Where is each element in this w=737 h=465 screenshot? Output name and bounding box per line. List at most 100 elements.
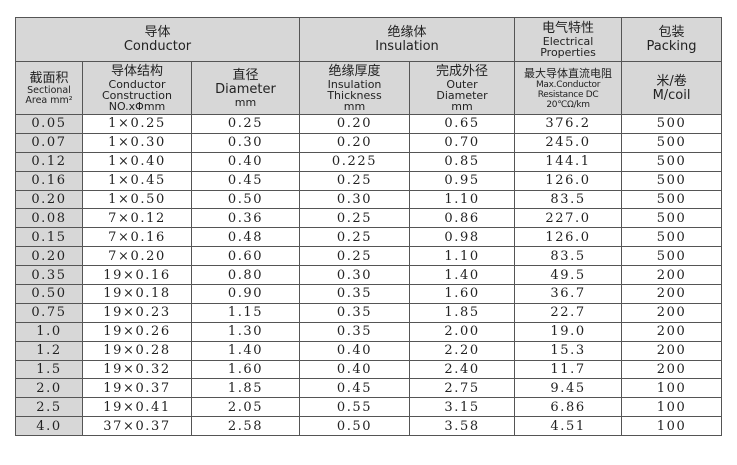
per-coil-cell: 500	[621, 189, 723, 210]
thickness-cell: 0.20	[299, 132, 411, 153]
outer-diameter-header: 完成外径 Outer Diameter mm	[409, 61, 516, 115]
thickness-cell: 0.35	[299, 302, 411, 323]
thickness-cell: 0.30	[299, 189, 411, 210]
per-coil-cell: 100	[621, 416, 723, 437]
thickness-cell: 0.45	[299, 378, 411, 399]
table-row: 0.12 1×0.40 0.40 0.225 0.85 144.1 500	[15, 151, 723, 172]
thickness-cell: 0.25	[299, 246, 411, 267]
diameter-cell: 0.60	[190, 246, 301, 267]
table-row: 0.05 1×0.25 0.25 0.20 0.65 376.2 500	[15, 114, 723, 134]
thickness-cell: 0.55	[299, 397, 411, 418]
packing-group-header: 包装 Packing	[621, 17, 723, 62]
diameter-en1: Diameter	[215, 82, 276, 97]
thickness-cell: 0.30	[299, 265, 411, 286]
construction-cell: 19×0.32	[82, 359, 192, 380]
construction-cell: 1×0.25	[82, 114, 192, 134]
per-coil-en: M/coil	[652, 87, 691, 103]
table-row: 0.20 7×0.20 0.60 0.25 1.10 83.5 500	[15, 246, 723, 267]
electrical-header-en2: Properties	[540, 46, 596, 59]
thickness-cell: 0.25	[299, 227, 411, 248]
construction-cell: 19×0.41	[82, 397, 192, 418]
thickness-cell: 0.225	[299, 151, 411, 172]
outer-diameter-en1: Outer	[446, 78, 478, 91]
diameter-cell: 2.05	[190, 397, 301, 418]
outer-diameter-cell: 2.20	[409, 340, 516, 361]
table-row: 0.16 1×0.45 0.45 0.25 0.95 126.0 500	[15, 170, 723, 191]
diameter-cell: 0.30	[190, 132, 301, 153]
per-coil-cell: 500	[621, 114, 723, 134]
thickness-cell: 0.20	[299, 114, 411, 134]
per-coil-cell: 500	[621, 246, 723, 267]
table-row: 0.35 19×0.16 0.80 0.30 1.40 49.5 200	[15, 265, 723, 286]
construction-cell: 19×0.28	[82, 340, 192, 361]
sectional-area-cell: 2.0	[15, 378, 83, 399]
table-row: 0.50 19×0.18 0.90 0.35 1.60 36.7 200	[15, 284, 723, 304]
construction-cell: 19×0.23	[82, 302, 192, 323]
insulation-header-en: Insulation	[375, 39, 439, 54]
per-coil-cell: 200	[621, 265, 723, 286]
sectional-area-cell: 1.5	[15, 359, 83, 380]
outer-diameter-en2: Diameter	[436, 89, 488, 102]
construction-en2: Construction	[101, 89, 173, 102]
diameter-cell: 0.50	[190, 189, 301, 210]
outer-diameter-cell: 1.85	[409, 302, 516, 323]
sectional-area-cell: 1.2	[15, 340, 83, 361]
conductor-group-header: 导体 Conductor	[14, 17, 301, 62]
thickness-cell: 0.40	[299, 340, 411, 361]
construction-cell: 19×0.18	[82, 284, 192, 304]
per-coil-cell: 100	[621, 378, 723, 399]
outer-diameter-cell: 3.15	[409, 397, 516, 418]
outer-diameter-cell: 1.40	[409, 265, 516, 286]
per-coil-cell: 500	[621, 227, 723, 248]
sectional-area-en1: Sectional	[27, 84, 71, 96]
per-coil-cell: 200	[621, 340, 723, 361]
diameter-cell: 1.30	[190, 321, 301, 342]
construction-cell: 19×0.37	[82, 378, 192, 399]
electrical-group-header: 电气特性 Electrical Properties	[514, 17, 623, 62]
sectional-area-zh: 截面积	[29, 70, 69, 86]
resistance-en1: Max.Conductor	[535, 79, 601, 90]
table-row: 2.5 19×0.41 2.05 0.55 3.15 6.86 100	[15, 397, 723, 418]
sectional-area-cell: 0.50	[15, 284, 83, 304]
construction-en1: Conductor	[108, 78, 166, 91]
table-row: 0.15 7×0.16 0.48 0.25 0.98 126.0 500	[15, 227, 723, 248]
per-coil-cell: 500	[621, 170, 723, 191]
construction-cell: 1×0.30	[82, 132, 192, 153]
construction-cell: 1×0.45	[82, 170, 192, 191]
per-coil-header: 米/卷 M/coil	[621, 61, 723, 115]
table-row: 1.0 19×0.26 1.30 0.35 2.00 19.0 200	[15, 321, 723, 342]
table-row: 0.07 1×0.30 0.30 0.20 0.70 245.0 500	[15, 132, 723, 153]
construction-cell: 1×0.40	[82, 151, 192, 172]
outer-diameter-cell: 2.75	[409, 378, 516, 399]
resistance-cell: 36.7	[514, 284, 623, 304]
outer-diameter-cell: 2.40	[409, 359, 516, 380]
resistance-cell: 22.7	[514, 302, 623, 323]
sectional-area-cell: 4.0	[15, 416, 83, 437]
diameter-cell: 1.85	[190, 378, 301, 399]
electrical-header-zh: 电气特性	[542, 21, 595, 36]
table-row: 0.08 7×0.12 0.36 0.25 0.86 227.0 500	[15, 208, 723, 229]
resistance-cell: 126.0	[514, 170, 623, 191]
outer-diameter-cell: 0.70	[409, 132, 516, 153]
per-coil-cell: 500	[621, 208, 723, 229]
diameter-en2: mm	[234, 96, 257, 109]
per-coil-cell: 200	[621, 321, 723, 342]
diameter-cell: 2.58	[190, 416, 301, 437]
diameter-cell: 0.90	[190, 284, 301, 304]
sectional-area-cell: 2.5	[15, 397, 83, 418]
outer-diameter-cell: 1.10	[409, 246, 516, 267]
per-coil-cell: 200	[621, 359, 723, 380]
thickness-en1: Insulation	[327, 78, 382, 91]
outer-diameter-cell: 0.65	[409, 114, 516, 134]
per-coil-cell: 200	[621, 302, 723, 323]
diameter-cell: 0.48	[190, 227, 301, 248]
sectional-area-cell: 0.05	[15, 114, 83, 134]
per-coil-zh: 米/卷	[656, 73, 687, 89]
outer-diameter-en3: mm	[451, 100, 473, 113]
sectional-area-header: 截面积 Sectional Area mm²	[15, 61, 83, 115]
thickness-en2: Thickness	[327, 89, 382, 102]
thickness-cell: 0.35	[299, 321, 411, 342]
diameter-cell: 0.45	[190, 170, 301, 191]
table-row: 1.5 19×0.32 1.60 0.40 2.40 11.7 200	[15, 359, 723, 380]
thickness-zh: 绝缘厚度	[328, 64, 381, 79]
